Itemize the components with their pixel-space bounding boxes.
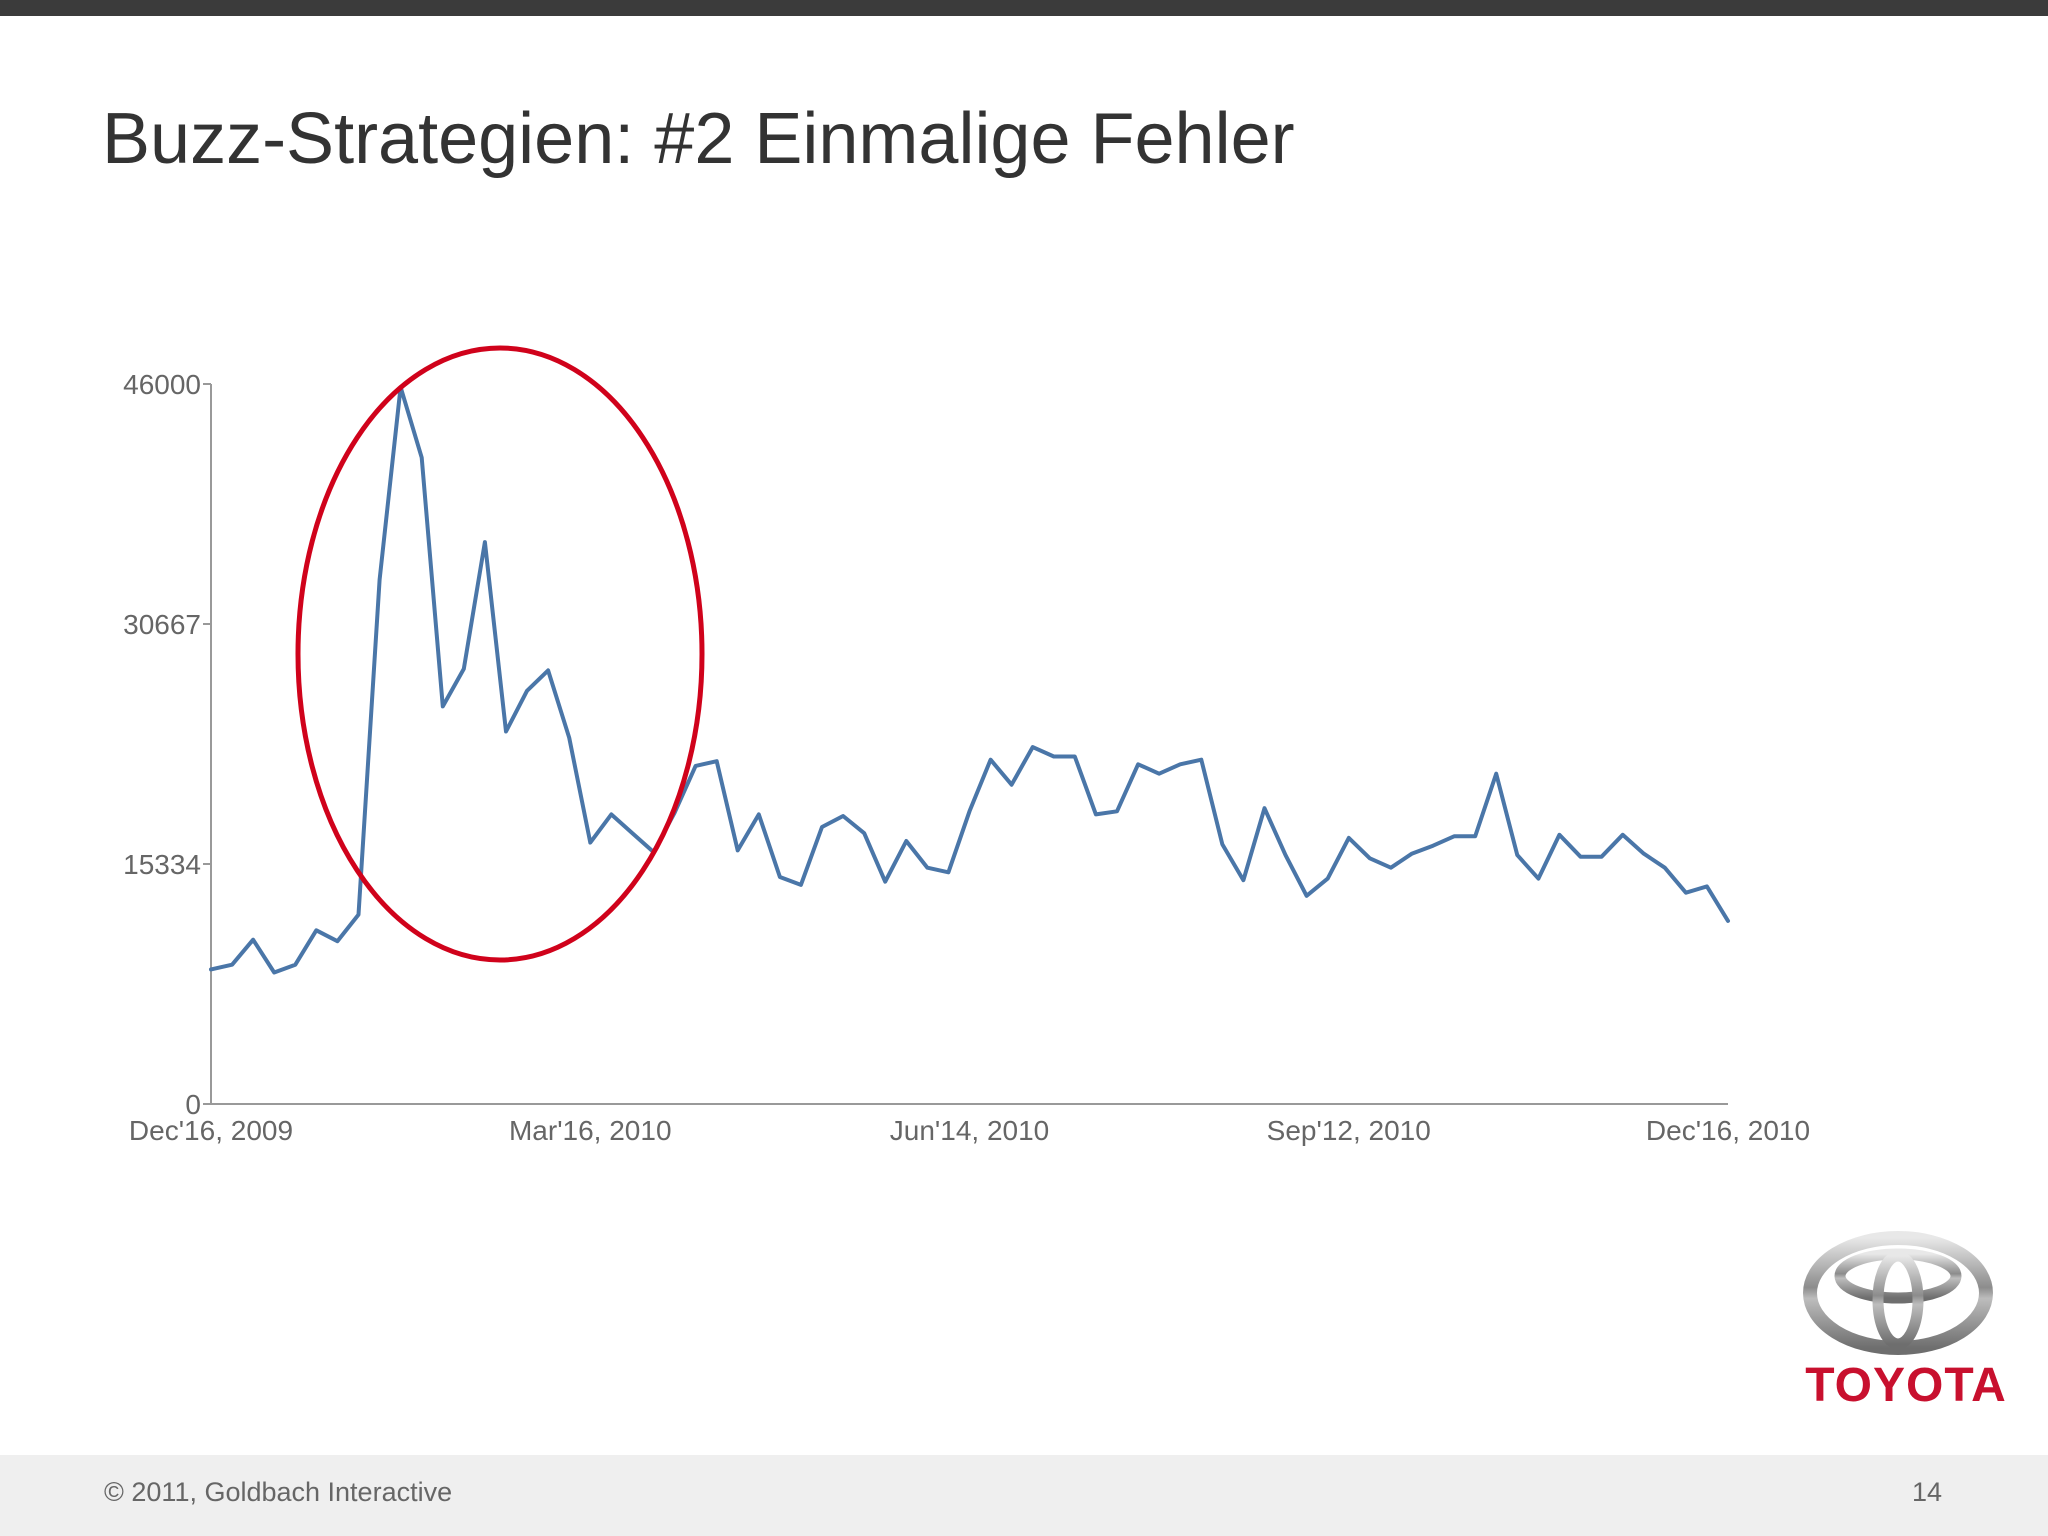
- x-tick-label: Dec'16, 2009: [129, 1115, 293, 1146]
- chart-axes: [210, 384, 1728, 1105]
- brand-name: TOYOTA: [1805, 1359, 2007, 1412]
- x-tick-label: Sep'12, 2010: [1267, 1115, 1431, 1146]
- line-chart: 0 15334 30667 46000 Dec'16, 2009 Mar'16, 201…: [123, 345, 1810, 1146]
- y-tick-label: 46000: [123, 369, 201, 400]
- toyota-emblem-icon: [1803, 1231, 1993, 1355]
- x-tick-label: Mar'16, 2010: [509, 1115, 672, 1146]
- y-axis-ticks: 0 15334 30667 46000: [123, 369, 211, 1120]
- y-tick-label: 30667: [123, 609, 201, 640]
- footer-copyright: © 2011, Goldbach Interactive: [104, 1477, 453, 1507]
- series-line: [209, 385, 1730, 975]
- x-axis-ticks: Dec'16, 2009 Mar'16, 2010 Jun'14, 2010 Sep'…: [129, 1115, 1810, 1146]
- highlight-ellipse: [295, 345, 705, 963]
- x-tick-label: Dec'16, 2010: [1646, 1115, 1810, 1146]
- x-tick-label: Jun'14, 2010: [890, 1115, 1049, 1146]
- top-bar: [0, 0, 2048, 16]
- y-tick-label: 15334: [123, 849, 201, 880]
- page-number: 14: [1911, 1477, 1942, 1507]
- y-tick-label: 0: [185, 1089, 201, 1120]
- footer: © 2011, Goldbach Interactive 14: [0, 1455, 2048, 1536]
- slide-title: Buzz-Strategien: #2 Einmalige Fehler: [102, 99, 1295, 179]
